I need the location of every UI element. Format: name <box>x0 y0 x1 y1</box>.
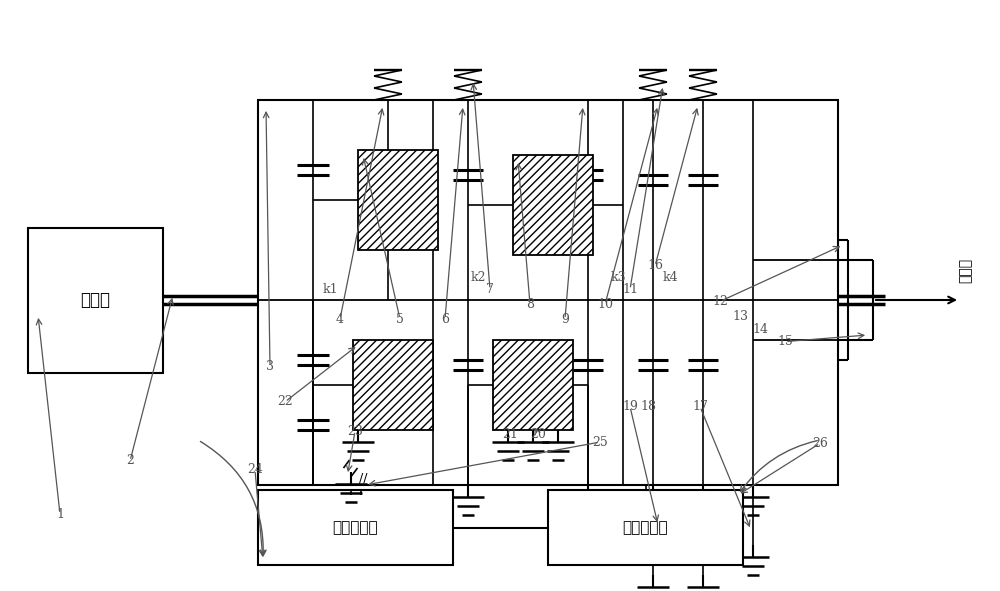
Text: 输出轴: 输出轴 <box>958 258 972 282</box>
Text: 7: 7 <box>486 283 494 296</box>
Text: 23: 23 <box>347 425 363 438</box>
Text: 12: 12 <box>712 295 728 308</box>
Text: 18: 18 <box>640 400 656 413</box>
Text: k1: k1 <box>322 283 338 296</box>
Bar <box>358 150 438 250</box>
Text: k4: k4 <box>662 271 678 284</box>
Text: 24: 24 <box>247 463 263 476</box>
Text: 动力电池组: 动力电池组 <box>623 520 668 535</box>
Text: 11: 11 <box>622 283 638 296</box>
Text: 6: 6 <box>441 313 449 326</box>
Bar <box>258 490 453 565</box>
Text: 10: 10 <box>597 298 613 311</box>
Text: 16: 16 <box>647 259 663 272</box>
Text: 4: 4 <box>336 313 344 326</box>
Text: //: // <box>359 472 368 485</box>
Bar <box>513 155 593 255</box>
Text: 3: 3 <box>266 360 274 373</box>
Text: 17: 17 <box>692 400 708 413</box>
Text: 25: 25 <box>592 436 608 449</box>
Text: 9: 9 <box>561 313 569 326</box>
Bar <box>353 340 433 430</box>
Text: 2: 2 <box>126 454 134 467</box>
Text: 8: 8 <box>526 298 534 311</box>
Text: 5: 5 <box>396 313 404 326</box>
Text: 电机控制器: 电机控制器 <box>333 520 378 535</box>
Text: k2: k2 <box>470 271 486 284</box>
Text: 14: 14 <box>752 323 768 336</box>
Text: k3: k3 <box>610 271 626 284</box>
Text: 19: 19 <box>622 400 638 413</box>
Text: 13: 13 <box>732 310 748 323</box>
Bar <box>493 340 573 430</box>
Text: 21: 21 <box>502 428 518 441</box>
Text: 20: 20 <box>530 428 546 441</box>
Bar <box>28 228 163 373</box>
Text: 15: 15 <box>777 335 793 348</box>
Text: 1: 1 <box>56 508 64 521</box>
Text: 26: 26 <box>812 437 828 450</box>
Bar <box>548 490 743 565</box>
Text: 发动机: 发动机 <box>80 291 110 310</box>
Text: 22: 22 <box>277 395 293 408</box>
Bar <box>258 100 838 485</box>
